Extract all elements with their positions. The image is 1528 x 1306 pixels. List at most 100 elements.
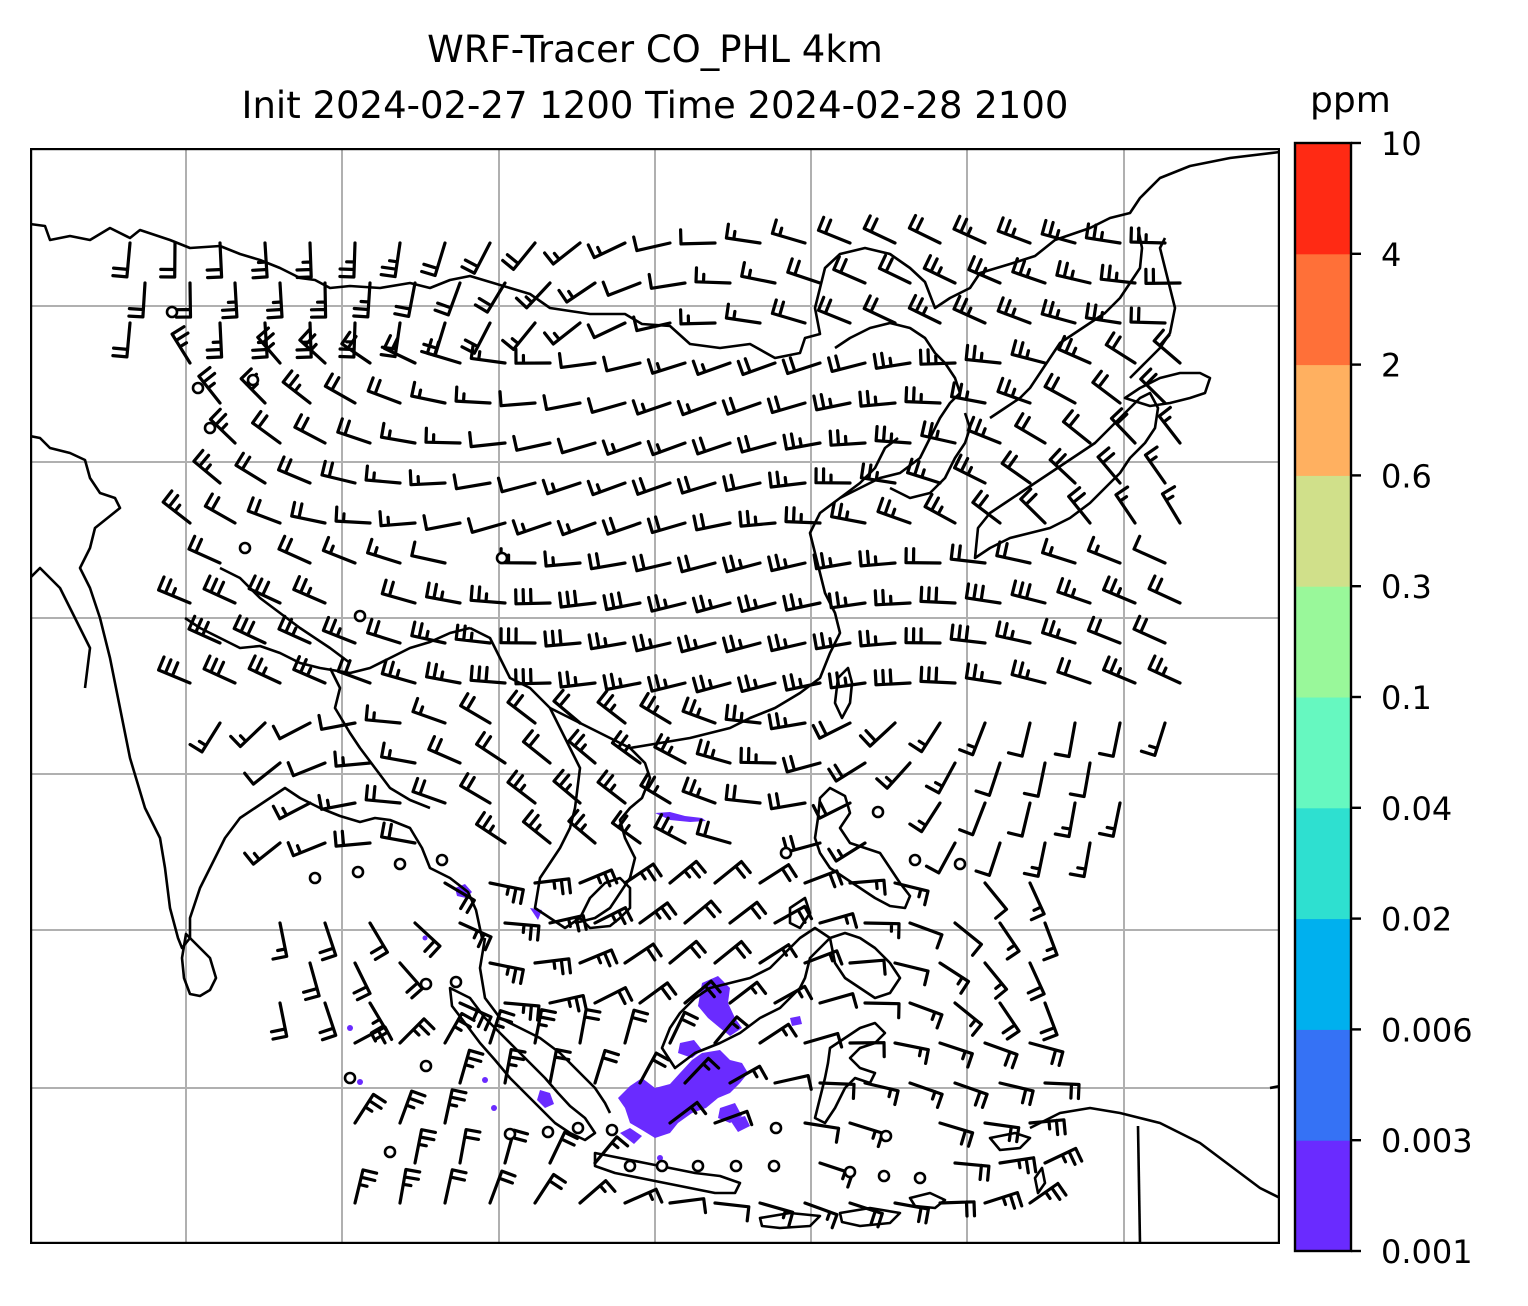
wind-barb <box>380 658 417 685</box>
wind-barb <box>728 900 768 925</box>
wind-barb <box>543 241 582 266</box>
wind-barb <box>646 439 687 457</box>
wind-barb <box>859 462 897 485</box>
wind-barb <box>724 703 762 725</box>
wind-barb <box>683 1056 721 1085</box>
wind-barb <box>277 614 312 645</box>
wind-barb <box>1068 841 1092 879</box>
wind-barb <box>1139 721 1167 757</box>
wind-barb <box>1053 801 1077 839</box>
wind-barb <box>676 475 717 495</box>
calm-wind-circles <box>165 305 967 1185</box>
wind-barb <box>1086 615 1122 645</box>
wind-barb <box>197 366 222 405</box>
wind-barb <box>858 549 897 568</box>
wind-barb <box>938 1041 974 1069</box>
calm-circle <box>353 609 367 623</box>
calm-circle <box>879 1129 893 1143</box>
wind-barb <box>587 552 627 571</box>
wind-barb <box>1043 1146 1084 1166</box>
wind-barb <box>443 1088 468 1125</box>
wind-barb <box>127 281 147 319</box>
wind-barb <box>578 1179 617 1205</box>
wind-barb <box>496 476 537 494</box>
wind-barb <box>1026 961 1046 1002</box>
wind-barb <box>728 1064 769 1085</box>
wind-barb <box>695 738 732 765</box>
wind-barb <box>724 783 762 805</box>
wind-barb <box>848 958 887 976</box>
wind-barb <box>691 359 732 376</box>
colorbar-block <box>1295 475 1351 587</box>
wind-barb <box>593 1135 630 1165</box>
wind-barb <box>366 617 402 645</box>
wind-barb <box>205 241 224 280</box>
wind-barb <box>511 519 552 536</box>
wind-barb <box>713 1109 754 1127</box>
wind-barb <box>514 281 552 310</box>
wind-barb <box>1084 302 1122 325</box>
wind-barb <box>952 294 987 325</box>
wind-barb <box>203 492 237 525</box>
wind-barb <box>1109 407 1137 445</box>
wind-barb <box>488 961 525 985</box>
colorbar-tick-label: 0.02 <box>1381 901 1452 939</box>
wind-barb <box>336 417 372 445</box>
wind-barb <box>488 1009 516 1045</box>
wind-barb <box>953 1081 989 1109</box>
wind-barb <box>767 553 807 573</box>
colorbar-tick-label: 0.001 <box>1381 1233 1473 1271</box>
wind-barb <box>773 1074 813 1091</box>
calm-circle <box>908 853 922 867</box>
wind-barb <box>676 399 717 417</box>
wind-barb <box>188 721 222 754</box>
wind-barb <box>653 733 687 765</box>
wind-barb <box>1000 450 1032 485</box>
wind-barb <box>893 1041 930 1065</box>
calm-circle <box>623 1159 637 1173</box>
wind-barb <box>1129 226 1167 245</box>
wind-barb <box>205 321 224 360</box>
wind-barb <box>803 1031 844 1049</box>
wind-barb <box>907 294 942 325</box>
wind-barb <box>862 294 897 325</box>
wind-barb <box>786 257 822 285</box>
wind-barb <box>454 623 492 645</box>
wind-barb <box>782 432 822 451</box>
wind-barb <box>556 519 597 537</box>
wind-barb <box>1019 487 1047 525</box>
wind-barb <box>596 689 627 725</box>
wind-barb <box>443 881 476 914</box>
wind-barb <box>893 1201 930 1225</box>
wind-barb <box>578 1008 602 1045</box>
wind-barb <box>295 241 313 280</box>
wind-barb <box>425 581 462 605</box>
wind-barb <box>876 496 912 525</box>
wind-barb <box>410 620 447 645</box>
wind-barb <box>1039 1001 1059 1042</box>
wind-barb <box>170 325 192 365</box>
wind-barb <box>353 1025 394 1045</box>
wind-barb <box>161 489 192 525</box>
wind-barb <box>1097 721 1122 758</box>
wind-barb <box>533 1172 567 1205</box>
wind-barb <box>468 431 507 449</box>
wind-barb <box>724 222 762 245</box>
wind-barb <box>601 439 642 456</box>
wind-barb <box>425 338 462 365</box>
calm-circle <box>769 1121 783 1135</box>
wind-barb <box>1132 614 1167 645</box>
wind-barb <box>398 961 424 1000</box>
wind-barb <box>938 1121 975 1148</box>
wind-barb <box>1143 445 1167 485</box>
colorbar-block <box>1295 807 1351 920</box>
wind-barb <box>875 761 912 790</box>
wind-barb <box>938 961 971 995</box>
wind-barb <box>610 810 642 845</box>
wind-barb <box>1010 339 1047 365</box>
wind-barb <box>958 721 987 757</box>
wind-barb <box>420 321 447 358</box>
wind-barb <box>366 376 402 405</box>
wind-barb <box>593 1048 620 1085</box>
calm-circle <box>571 1121 585 1135</box>
